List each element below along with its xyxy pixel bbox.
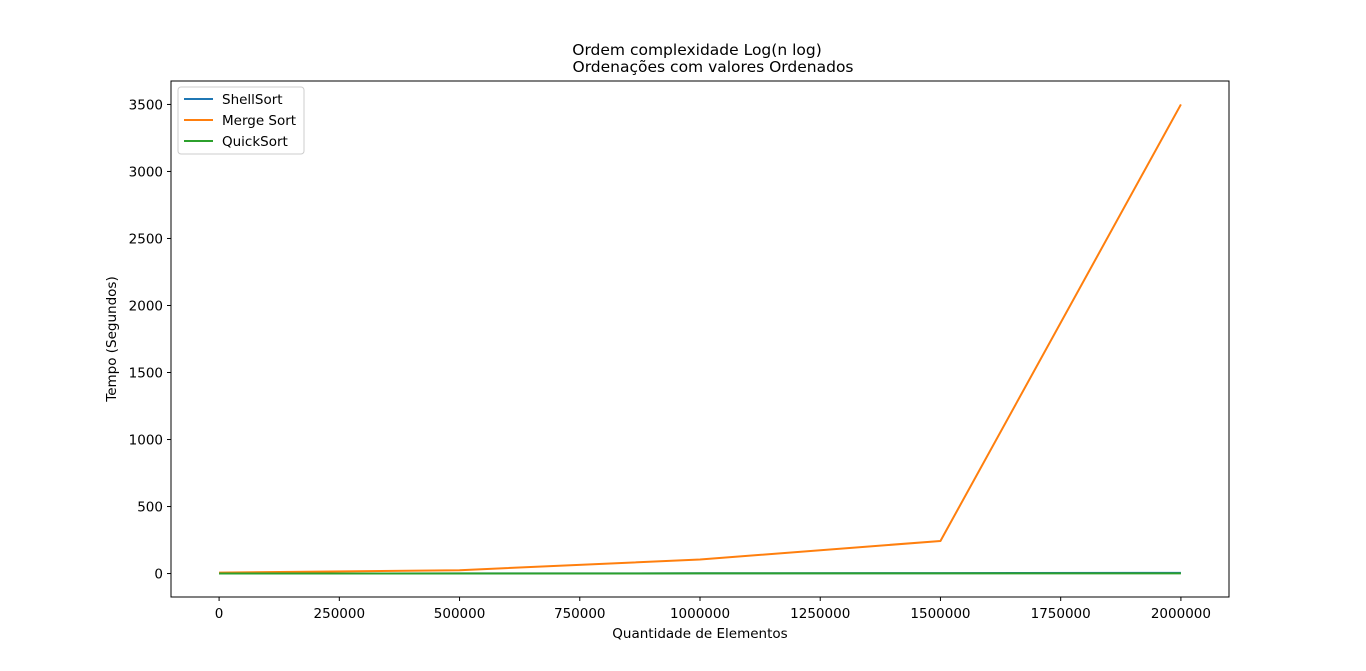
x-tick-label: 750000 <box>554 606 606 622</box>
y-tick-label: 0 <box>154 567 163 583</box>
chart-title: Ordem complexidade Log(n log) <box>572 41 822 59</box>
x-tick-label: 1000000 <box>670 606 730 622</box>
legend-label-quicksort: QuickSort <box>222 134 288 150</box>
y-tick-label: 1000 <box>129 433 163 449</box>
y-axis-label: Tempo (Segundos) <box>104 276 120 402</box>
x-tick-label: 250000 <box>314 606 366 622</box>
x-tick-label: 0 <box>215 606 224 622</box>
y-tick-label: 3500 <box>129 97 163 113</box>
x-tick-label: 500000 <box>434 606 486 622</box>
y-tick-label: 500 <box>137 500 163 516</box>
series-lines <box>219 103 1182 575</box>
series-line-merge-sort <box>219 103 1182 574</box>
chart-subtitle: Ordenações com valores Ordenados <box>573 58 854 76</box>
legend-box <box>177 86 305 155</box>
x-axis-label: Quantidade de Elementos <box>612 626 787 642</box>
y-tick-label: 2500 <box>129 231 163 247</box>
axis-ticks: 0 250000 500000 750000 1000000 1250000 1500000… <box>129 97 1211 622</box>
plot-area <box>170 80 1230 598</box>
legend-label-merge-sort: Merge Sort <box>222 113 296 129</box>
y-tick-label: 3000 <box>129 164 163 180</box>
y-tick-label: 2000 <box>129 298 163 314</box>
x-tick-label: 2000000 <box>1151 606 1211 622</box>
legend: ShellSort Merge Sort QuickSort <box>177 86 305 155</box>
legend-label-shellsort: ShellSort <box>222 92 283 108</box>
x-tick-label: 1500000 <box>910 606 970 622</box>
x-tick-label: 1250000 <box>790 606 850 622</box>
x-tick-label: 1750000 <box>1031 606 1091 622</box>
y-tick-label: 1500 <box>129 366 163 382</box>
